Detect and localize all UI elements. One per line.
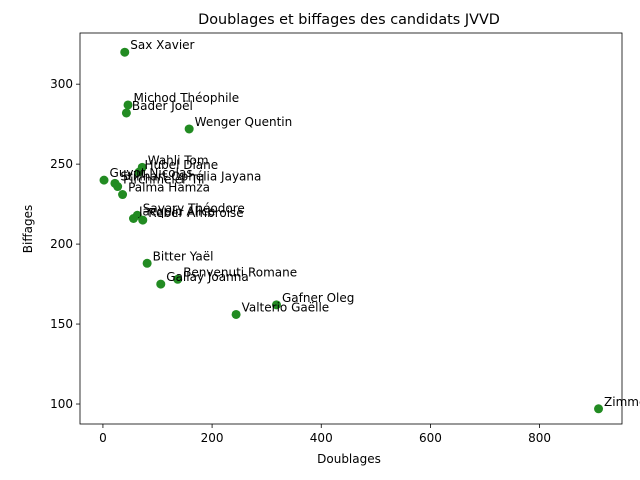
data-point-label: Guyot Nicolas bbox=[110, 166, 193, 180]
data-point-label: Bader Joël bbox=[132, 99, 193, 113]
data-point bbox=[120, 47, 130, 57]
data-point-label: Hubel Diane bbox=[144, 158, 218, 172]
plot-area bbox=[79, 32, 623, 425]
x-tick-label: 0 bbox=[99, 431, 107, 445]
y-tick-label: 250 bbox=[50, 157, 73, 171]
data-point-label: Pirchmeier Til bbox=[123, 173, 204, 187]
data-point bbox=[123, 100, 133, 110]
chart-title: Doublages et biffages des candidats JVVD bbox=[198, 12, 500, 28]
data-point-label: Zimmermann Lena bbox=[604, 395, 640, 409]
x-tick-label: 800 bbox=[528, 431, 551, 445]
data-point-label: Stillhart Ophélia Jayana bbox=[120, 169, 261, 183]
data-point bbox=[121, 108, 131, 118]
data-point-label: Palma Hamza bbox=[128, 181, 210, 195]
y-tick-label: 200 bbox=[50, 237, 73, 251]
data-point bbox=[113, 182, 123, 192]
data-point-label: Reber Ambroise bbox=[148, 206, 243, 220]
data-point bbox=[138, 215, 148, 225]
y-tick-label: 150 bbox=[50, 317, 73, 331]
y-tick-label: 300 bbox=[50, 77, 73, 91]
x-axis-label: Doublages bbox=[317, 452, 381, 466]
data-point-label: Sax Xavier bbox=[130, 38, 194, 52]
x-tick-label: 600 bbox=[419, 431, 442, 445]
data-point bbox=[142, 258, 152, 268]
data-point-label: Gafner Oleg bbox=[282, 291, 354, 305]
data-point-label: Bitter Yaël bbox=[153, 249, 214, 263]
data-point bbox=[184, 124, 194, 134]
data-point-label: Valterio Gaëlle bbox=[242, 300, 330, 314]
plot-frame bbox=[79, 32, 623, 425]
x-tick-label: 400 bbox=[310, 431, 333, 445]
data-point-label: Savary Théodore bbox=[143, 201, 245, 215]
data-point-label: Jacquin Alice bbox=[138, 205, 215, 219]
data-point bbox=[594, 404, 604, 414]
data-point-label: Wahli Tom bbox=[148, 153, 209, 167]
data-point bbox=[231, 309, 241, 319]
y-axis-label: Biffages bbox=[21, 205, 35, 253]
data-point bbox=[271, 300, 281, 310]
data-point bbox=[118, 190, 128, 200]
data-point-label: Gallay Joanna bbox=[166, 270, 248, 284]
data-point-label: Michod Théophile bbox=[134, 91, 240, 105]
data-point bbox=[134, 167, 144, 177]
data-point-label: Wenger Quentin bbox=[195, 115, 293, 129]
data-point bbox=[173, 274, 183, 284]
data-point bbox=[156, 279, 166, 289]
data-point bbox=[128, 214, 138, 224]
data-point-label: Benvenuti Romane bbox=[183, 265, 297, 279]
y-tick-label: 100 bbox=[50, 397, 73, 411]
x-tick-label: 200 bbox=[201, 431, 224, 445]
data-point bbox=[99, 175, 109, 185]
ticks-layer: 0 200 400 600 800 100 150 200 250 300 bbox=[50, 77, 551, 445]
